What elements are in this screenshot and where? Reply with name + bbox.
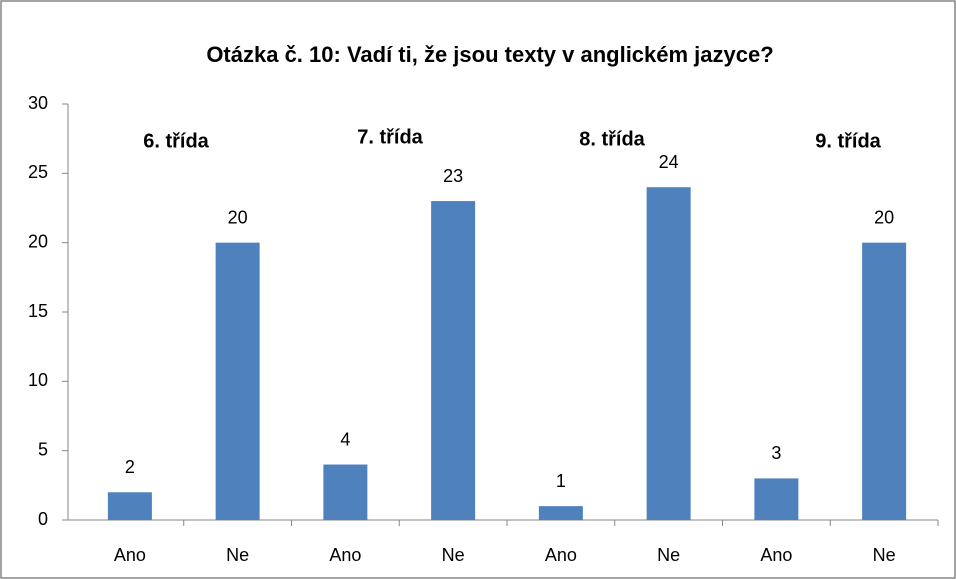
bar (538, 506, 583, 520)
bar (323, 464, 368, 520)
y-tick-label: 25 (28, 162, 48, 182)
y-tick-label: 10 (28, 370, 48, 390)
bar (646, 187, 691, 520)
bar (107, 492, 152, 520)
bar (862, 242, 907, 520)
annotation: 7. třída (357, 126, 423, 148)
data-label: 1 (556, 471, 566, 491)
data-label: 24 (659, 152, 679, 172)
x-tick-label: Ne (442, 545, 465, 565)
data-label: 20 (228, 207, 248, 227)
chart-title: Otázka č. 10: Vadí ti, že jsou texty v a… (206, 42, 773, 67)
x-tick-label: Ano (545, 545, 577, 565)
x-tick-label: Ano (114, 545, 146, 565)
x-tick-label: Ne (657, 545, 680, 565)
annotation: 6. třída (143, 130, 209, 152)
bar (431, 201, 476, 521)
x-tick-label: Ano (329, 545, 361, 565)
data-label: 20 (874, 207, 894, 227)
bar (754, 478, 799, 520)
data-label: 4 (340, 429, 350, 449)
y-tick-label: 15 (28, 301, 48, 321)
x-tick-label: Ne (226, 545, 249, 565)
x-tick-label: Ne (873, 545, 896, 565)
y-tick-label: 5 (38, 439, 48, 459)
data-label: 2 (125, 457, 135, 477)
y-tick-label: 0 (38, 509, 48, 529)
y-tick-label: 20 (28, 231, 48, 251)
data-label: 23 (443, 166, 463, 186)
annotation: 8. třída (579, 128, 645, 150)
bar (215, 242, 260, 520)
data-label: 3 (771, 443, 781, 463)
x-tick-label: Ano (760, 545, 792, 565)
annotation: 9. třída (815, 130, 881, 152)
y-tick-label: 30 (28, 93, 48, 113)
